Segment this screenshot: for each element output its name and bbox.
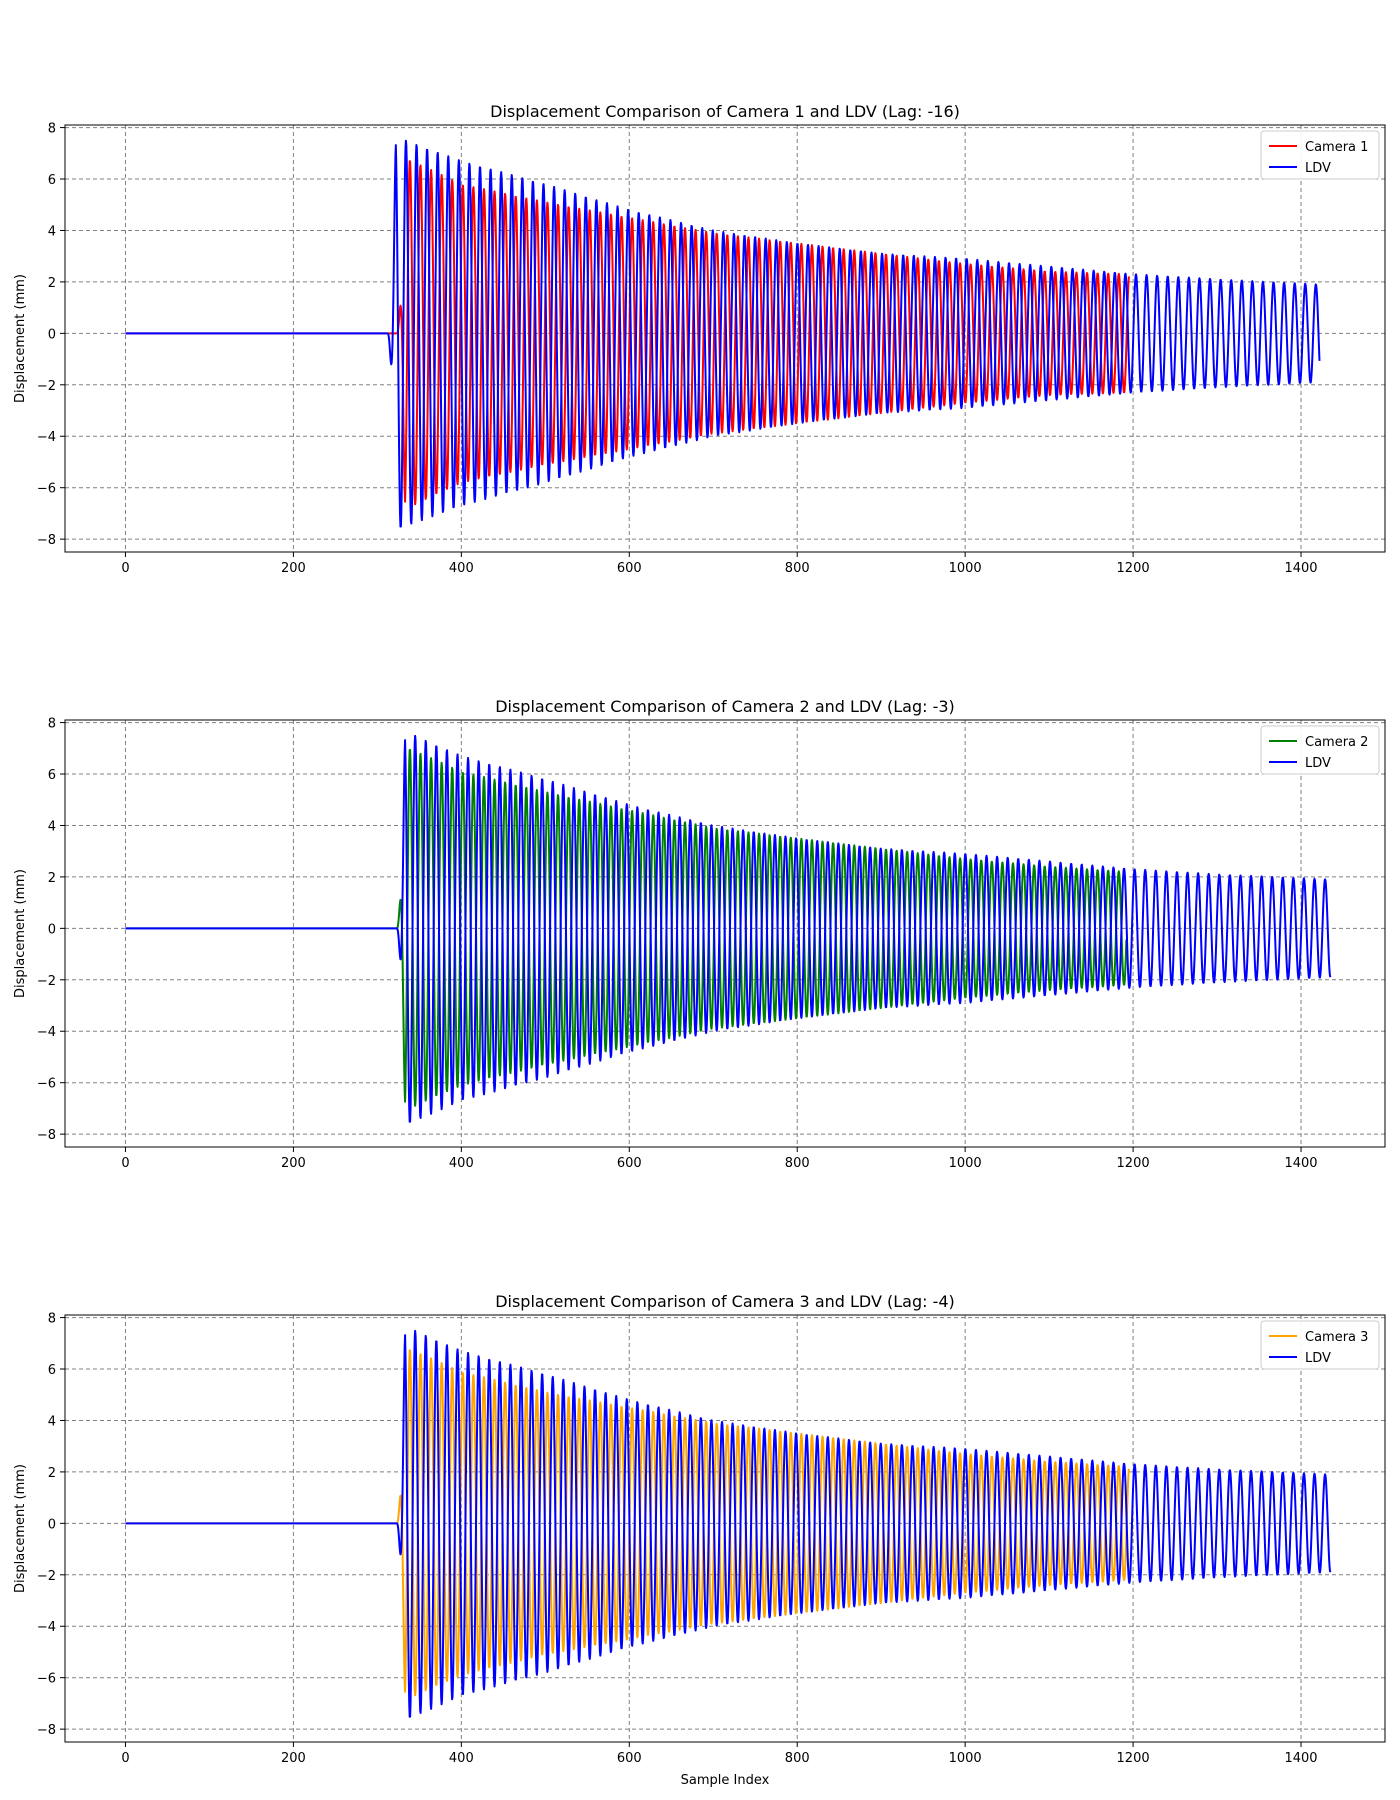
axes-frame — [64, 719, 1386, 1148]
x-tick-label: 1000 — [949, 1156, 982, 1171]
chart-panel-1: 0 200 400 600 800 1000 1200 1400 −8 −6 −4 −2 0 2 4 6 8 Di… — [13, 102, 1386, 576]
x-tick-label: 1000 — [949, 1751, 982, 1766]
y-tick-label: 6 — [48, 1363, 56, 1378]
x-tick-label: 600 — [617, 1751, 642, 1766]
y-tick-label: −2 — [37, 974, 56, 989]
y-tick-label: −6 — [37, 1672, 56, 1687]
y-tick-label: 8 — [48, 717, 56, 732]
legend-label: Camera 1 — [1305, 140, 1368, 155]
x-tick-label: 1400 — [1284, 1751, 1317, 1766]
series-line-ldv — [124, 139, 1321, 528]
x-tick-label: 400 — [449, 1156, 474, 1171]
x-tick-label: 1200 — [1117, 561, 1150, 576]
chart-panel-2: 0 200 400 600 800 1000 1200 1400 −8 −6 −4 −2 0 2 4 6 8 Di… — [13, 697, 1386, 1171]
y-tick-label: −4 — [37, 1025, 56, 1040]
chart-title: Displacement Comparison of Camera 3 and … — [495, 1292, 955, 1311]
x-tick-label: 400 — [449, 561, 474, 576]
y-tick-label: −8 — [37, 1723, 56, 1738]
y-tick-label: −2 — [37, 1569, 56, 1584]
chart-title: Displacement Comparison of Camera 1 and … — [490, 102, 960, 121]
legend: Camera 2 LDV — [1260, 725, 1380, 775]
x-tick-label: 1400 — [1284, 561, 1317, 576]
x-tick-label: 0 — [121, 561, 129, 576]
y-tick-label: −4 — [37, 1620, 56, 1635]
y-tick-label: −8 — [37, 1128, 56, 1143]
y-tick-label: 0 — [48, 1517, 56, 1532]
legend-label: LDV — [1305, 756, 1331, 771]
x-tick-label: 0 — [121, 1751, 129, 1766]
x-tick-label: 1200 — [1117, 1751, 1150, 1766]
axes-frame — [64, 1314, 1386, 1743]
y-tick-label: 4 — [48, 224, 56, 239]
x-tick-label: 400 — [449, 1751, 474, 1766]
y-tick-label: 6 — [48, 173, 56, 188]
y-axis-label: Displacement (mm) — [13, 1464, 28, 1593]
legend-label: LDV — [1305, 161, 1331, 176]
y-tick-label: 4 — [48, 819, 56, 834]
x-tick-label: 600 — [617, 561, 642, 576]
y-tick-label: 0 — [48, 327, 56, 342]
y-axis-label: Displacement (mm) — [13, 274, 28, 403]
y-tick-label: 8 — [48, 1312, 56, 1327]
x-tick-label: 800 — [785, 1751, 810, 1766]
x-tick-label: 800 — [785, 1156, 810, 1171]
legend: Camera 3 LDV — [1260, 1320, 1380, 1370]
legend-label: Camera 2 — [1305, 735, 1368, 750]
legend-label: LDV — [1305, 1351, 1331, 1366]
y-tick-label: 4 — [48, 1414, 56, 1429]
x-tick-label: 200 — [281, 1751, 306, 1766]
y-tick-label: 0 — [48, 922, 56, 937]
x-tick-label: 0 — [121, 1156, 129, 1171]
series-line-ldv — [124, 734, 1332, 1123]
series-line-ldv — [124, 1329, 1332, 1718]
chart-panel-3: 0 200 400 600 800 1000 1200 1400 −8 −6 −4 −2 0 2 4 6 8 Di… — [13, 1292, 1386, 1788]
y-axis-label: Displacement (mm) — [13, 869, 28, 998]
y-tick-label: −6 — [37, 482, 56, 497]
x-tick-label: 800 — [785, 561, 810, 576]
y-tick-label: 2 — [48, 1466, 56, 1481]
y-tick-label: 2 — [48, 276, 56, 291]
x-tick-label: 1000 — [949, 561, 982, 576]
x-tick-label: 600 — [617, 1156, 642, 1171]
legend: Camera 1 LDV — [1260, 130, 1380, 180]
y-tick-label: −2 — [37, 379, 56, 394]
x-tick-label: 200 — [281, 1156, 306, 1171]
x-tick-label: 1200 — [1117, 1156, 1150, 1171]
y-tick-label: −4 — [37, 430, 56, 445]
y-tick-label: 2 — [48, 871, 56, 886]
x-tick-label: 200 — [281, 561, 306, 576]
y-tick-label: 8 — [48, 122, 56, 137]
legend-label: Camera 3 — [1305, 1330, 1368, 1345]
x-tick-label: 1400 — [1284, 1156, 1317, 1171]
x-axis-label: Sample Index — [681, 1773, 770, 1788]
y-tick-label: −8 — [37, 533, 56, 548]
y-tick-label: −6 — [37, 1077, 56, 1092]
chart-title: Displacement Comparison of Camera 2 and … — [495, 697, 955, 716]
y-tick-label: 6 — [48, 768, 56, 783]
axes-frame — [64, 124, 1386, 553]
